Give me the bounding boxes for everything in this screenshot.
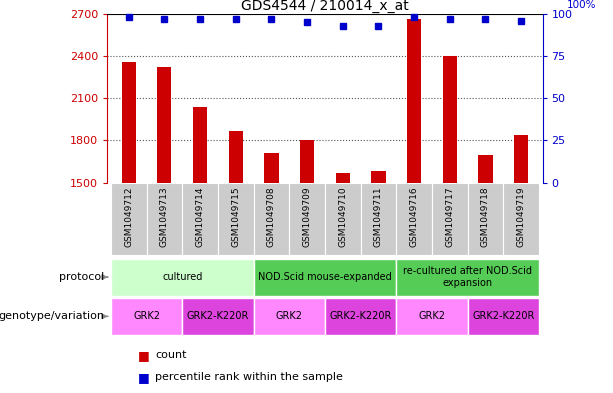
Bar [254, 298, 325, 335]
Text: genotype/variation: genotype/variation [0, 311, 104, 321]
Text: GRK2-K220R: GRK2-K220R [187, 311, 249, 321]
Text: GRK2: GRK2 [276, 311, 303, 321]
Bar [193, 107, 207, 183]
Bar [325, 298, 396, 335]
Bar [254, 259, 396, 296]
Bar [300, 140, 314, 183]
Bar [147, 183, 182, 255]
Text: GRK2-K220R: GRK2-K220R [329, 311, 392, 321]
Bar [335, 173, 350, 183]
Text: ■: ■ [138, 371, 150, 384]
Text: NOD.Scid mouse-expanded: NOD.Scid mouse-expanded [258, 272, 392, 282]
Text: GSM1049710: GSM1049710 [338, 186, 347, 247]
Bar [254, 183, 289, 255]
Text: GSM1049718: GSM1049718 [481, 186, 490, 247]
Bar [325, 183, 360, 255]
Bar [218, 183, 254, 255]
Text: GSM1049716: GSM1049716 [409, 186, 419, 247]
Bar [396, 259, 539, 296]
Text: re-cultured after NOD.Scid
expansion: re-cultured after NOD.Scid expansion [403, 266, 532, 288]
Bar [407, 19, 421, 183]
Text: GSM1049711: GSM1049711 [374, 186, 383, 247]
Bar [396, 298, 468, 335]
Text: GSM1049713: GSM1049713 [160, 186, 169, 247]
Title: GDS4544 / 210014_x_at: GDS4544 / 210014_x_at [241, 0, 409, 13]
Text: protocol: protocol [59, 272, 104, 282]
Text: ■: ■ [138, 349, 150, 362]
Text: count: count [155, 350, 186, 360]
Bar [396, 183, 432, 255]
Bar [182, 183, 218, 255]
Bar [229, 130, 243, 183]
Text: GSM1049712: GSM1049712 [124, 186, 133, 247]
Text: GRK2: GRK2 [133, 311, 160, 321]
Bar [111, 298, 182, 335]
Text: GSM1049708: GSM1049708 [267, 186, 276, 247]
Bar [111, 183, 147, 255]
Bar [121, 62, 136, 183]
Text: 100%: 100% [566, 0, 596, 10]
Bar [371, 171, 386, 183]
Bar [478, 154, 493, 183]
Text: GSM1049709: GSM1049709 [303, 186, 311, 247]
Bar [468, 183, 503, 255]
Bar [182, 298, 254, 335]
Bar [432, 183, 468, 255]
Bar [111, 259, 254, 296]
Text: GSM1049715: GSM1049715 [231, 186, 240, 247]
Bar [514, 135, 528, 183]
Text: GSM1049717: GSM1049717 [445, 186, 454, 247]
Bar [443, 56, 457, 183]
Text: GRK2: GRK2 [419, 311, 446, 321]
Text: percentile rank within the sample: percentile rank within the sample [155, 372, 343, 382]
Bar [157, 67, 172, 183]
Bar [264, 153, 278, 183]
Text: GRK2-K220R: GRK2-K220R [472, 311, 535, 321]
Bar [289, 183, 325, 255]
Bar [503, 183, 539, 255]
Bar [360, 183, 396, 255]
Text: cultured: cultured [162, 272, 202, 282]
Text: GSM1049719: GSM1049719 [517, 186, 525, 247]
Bar [468, 298, 539, 335]
Text: GSM1049714: GSM1049714 [196, 186, 205, 247]
